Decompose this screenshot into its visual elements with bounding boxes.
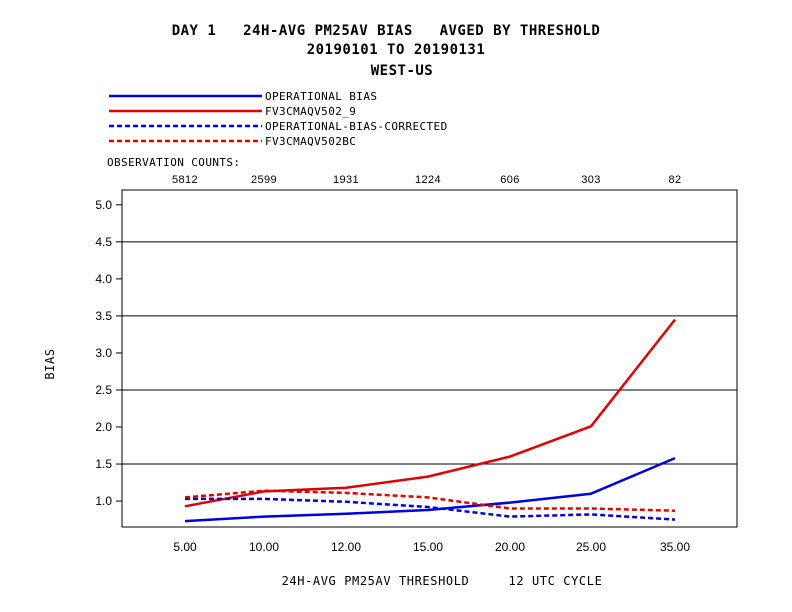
series-line xyxy=(184,489,676,512)
chart-title: DAY 1 24H-AVG PM25AV BIAS AVGED BY THRES… xyxy=(172,23,601,39)
plot-frame xyxy=(121,189,738,528)
y-axis-label: BIAS xyxy=(43,348,57,379)
observation-count: 1224 xyxy=(415,174,441,186)
x-tick-label: 5.00 xyxy=(173,540,197,554)
legend-label: FV3CMAQV502_9 xyxy=(265,105,356,118)
y-tick-label: 3.0 xyxy=(95,346,112,360)
chart-subtitle: 20190101 TO 20190131 xyxy=(307,42,486,58)
observation-count: 606 xyxy=(500,174,520,186)
observation-counts-label: OBSERVATION COUNTS: xyxy=(107,156,240,169)
legend-label: FV3CMAQV502BC xyxy=(265,135,356,148)
observation-counts: 5812 2599 1931 1224 606 303 82 xyxy=(172,174,681,186)
series-line xyxy=(184,318,676,508)
y-axis: 1.0 1.5 2.0 2.5 3.0 3.5 4.0 4.5 5.0 xyxy=(95,198,122,508)
y-tick-label: 1.0 xyxy=(95,494,112,508)
gridlines xyxy=(122,241,737,465)
observation-count: 303 xyxy=(581,174,601,186)
x-tick-label: 15.00 xyxy=(413,540,443,554)
series-lines xyxy=(184,318,676,523)
y-tick-label: 2.5 xyxy=(95,383,112,397)
x-tick-label: 20.00 xyxy=(495,540,525,554)
x-axis-label: 24H-AVG PM25AV THRESHOLD 12 UTC CYCLE xyxy=(282,574,603,588)
y-tick-label: 2.0 xyxy=(95,420,112,434)
y-tick-label: 4.5 xyxy=(95,235,112,249)
observation-count: 1931 xyxy=(333,174,359,186)
y-tick-label: 1.5 xyxy=(95,457,112,471)
legend-label: OPERATIONAL BIAS xyxy=(265,90,377,103)
x-tick-label: 35.00 xyxy=(660,540,690,554)
x-tick-label: 10.00 xyxy=(249,540,279,554)
x-axis: 5.00 10.00 12.00 15.00 20.00 25.00 35.00 xyxy=(173,540,690,554)
y-tick-label: 3.5 xyxy=(95,309,112,323)
observation-count: 82 xyxy=(668,174,681,186)
series-line xyxy=(185,497,676,521)
y-tick-label: 4.0 xyxy=(95,272,112,286)
legend-label: OPERATIONAL-BIAS-CORRECTED xyxy=(265,120,448,133)
chart-region: WEST-US xyxy=(371,63,434,79)
y-tick-label: 5.0 xyxy=(95,198,112,212)
observation-count: 2599 xyxy=(251,174,277,186)
legend: OPERATIONAL BIAS FV3CMAQV502_9 OPERATIONAL… xyxy=(109,90,448,148)
x-tick-label: 25.00 xyxy=(576,540,606,554)
observation-count: 5812 xyxy=(172,174,198,186)
x-tick-label: 12.00 xyxy=(331,540,361,554)
series-line xyxy=(184,456,676,523)
